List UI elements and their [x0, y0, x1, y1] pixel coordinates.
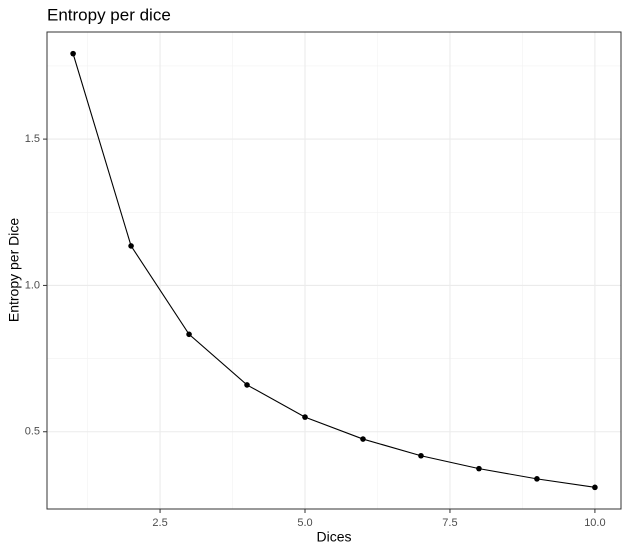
point — [534, 476, 540, 482]
point — [592, 484, 598, 491]
x-tick-label: 2.5 — [152, 517, 167, 529]
panel-border — [46, 31, 622, 510]
point — [302, 414, 308, 420]
point — [418, 452, 424, 459]
y-tick-label: 1.5 — [25, 133, 40, 145]
x-tick-label: 10.0 — [584, 517, 605, 529]
point — [244, 382, 250, 388]
y-tick-label: 0.5 — [25, 426, 40, 438]
x-axis-label: Dices — [316, 529, 351, 545]
x-tick-label: 7.5 — [442, 517, 457, 529]
point — [128, 243, 134, 249]
point — [70, 50, 76, 57]
y-axis-label: Entropy per Dice — [6, 218, 22, 322]
line — [72, 53, 595, 488]
y-tick-label: 1.0 — [25, 279, 40, 291]
x-tick-label: 5.0 — [297, 517, 312, 529]
point — [476, 465, 482, 472]
point — [360, 436, 366, 442]
point — [186, 331, 192, 338]
chart-title: Entropy per dice — [47, 5, 171, 24]
